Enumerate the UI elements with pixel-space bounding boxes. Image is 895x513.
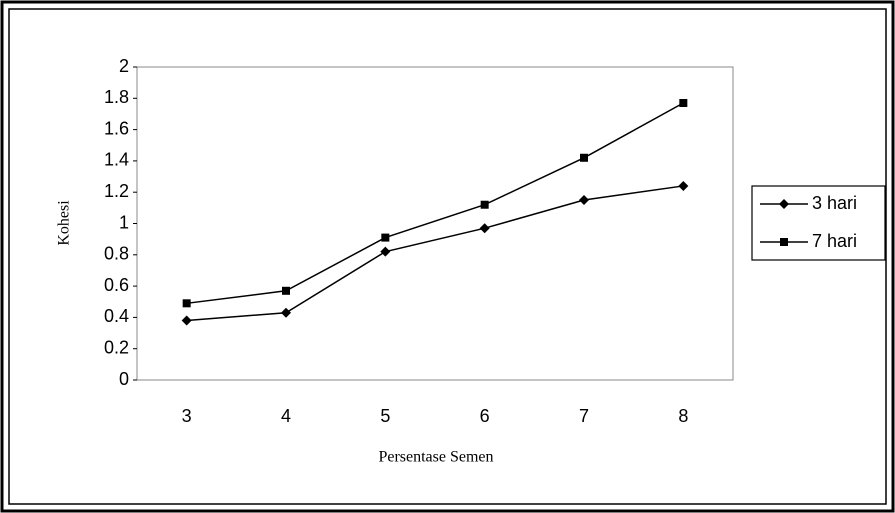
marker-square (679, 99, 687, 107)
y-axis-title: Kohesi (56, 200, 73, 246)
marker-diamond (380, 247, 390, 257)
x-tick-label: 4 (281, 406, 291, 426)
marker-square (381, 234, 389, 242)
legend-label: 3 hari (812, 193, 857, 213)
y-tick-label: 1 (119, 212, 129, 232)
marker-diamond (182, 316, 192, 326)
y-tick-label: 1.6 (104, 118, 129, 138)
marker-square (183, 299, 191, 307)
y-tick-label: 0.2 (104, 337, 129, 357)
marker-square (580, 154, 588, 162)
page: Kohesi Persentase Semen 0 0.2 0.4 0.6 0.8 1 1.… (0, 0, 895, 513)
chart: Kohesi Persentase Semen 0 0.2 0.4 0.6 0.8 1 1.… (0, 0, 895, 513)
y-tick-label: 1.8 (104, 87, 129, 107)
marker-diamond (678, 181, 688, 191)
y-tick-label: 2 (119, 56, 129, 76)
y-tick-label: 1.2 (104, 181, 129, 201)
y-tick-label: 1.4 (104, 150, 129, 170)
marker-diamond (281, 308, 291, 318)
series-line (187, 103, 684, 303)
y-tick-label: 0 (119, 369, 129, 389)
series-line (187, 186, 684, 321)
y-tick-label: 0.6 (104, 275, 129, 295)
x-tick-label: 5 (380, 406, 390, 426)
y-tick-label: 0.8 (104, 244, 129, 264)
x-tick-label: 3 (182, 406, 192, 426)
marker-diamond (480, 223, 490, 233)
plot-area (137, 67, 733, 380)
x-tick-label: 6 (480, 406, 490, 426)
marker-square (780, 238, 788, 246)
legend-label: 7 hari (812, 231, 857, 251)
marker-square (282, 287, 290, 295)
x-tick-label: 8 (678, 406, 688, 426)
marker-diamond (579, 195, 589, 205)
marker-square (481, 201, 489, 209)
y-tick-label: 0.4 (104, 306, 129, 326)
x-tick-label: 7 (579, 406, 589, 426)
x-axis-title: Persentase Semen (378, 449, 493, 466)
